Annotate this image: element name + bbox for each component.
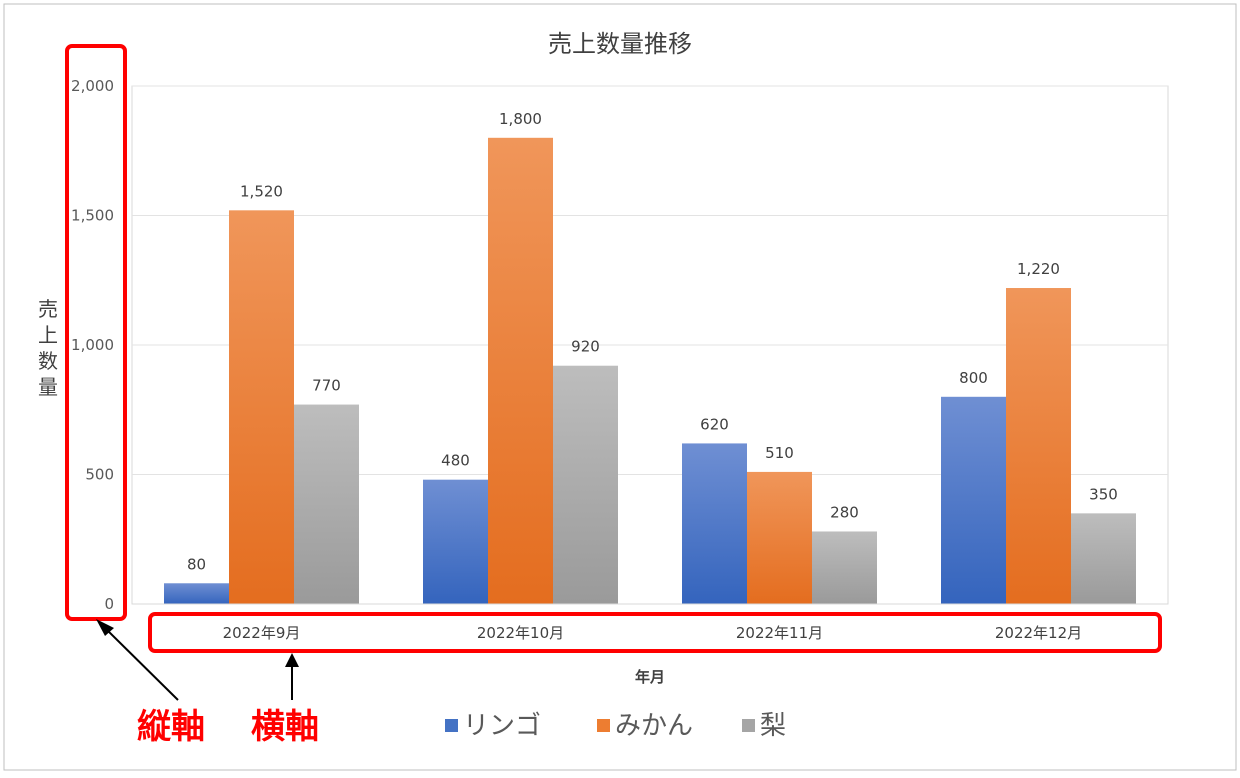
y-axis-ticks: 0 500 1,000 1,500 2,000: [71, 77, 114, 613]
y-tick-label: 2,000: [71, 77, 114, 95]
horizontal-axis-annotation: 横軸: [251, 707, 319, 747]
data-label: 920: [571, 338, 600, 356]
legend-swatch: [445, 719, 458, 732]
data-label: 770: [312, 377, 341, 395]
bar: [229, 210, 294, 604]
y-axis-title-char: 数: [38, 349, 58, 373]
data-label: 1,800: [499, 110, 542, 128]
data-label: 280: [830, 503, 859, 521]
x-axis-title: 年月: [635, 668, 665, 686]
x-tick-label: 2022年9月: [223, 624, 301, 642]
bar: [812, 531, 877, 604]
bar: [488, 137, 553, 605]
data-label: 350: [1089, 485, 1118, 503]
y-tick-label: 0: [104, 595, 114, 613]
bar: [1071, 513, 1136, 604]
y-tick-label: 1,000: [71, 336, 114, 354]
x-axis-pointer-arrowhead: [285, 653, 299, 667]
bar: [423, 479, 488, 604]
bars: [164, 137, 1136, 605]
y-axis-title-char: 量: [38, 375, 58, 399]
legend-swatch: [742, 719, 755, 732]
chart-title: 売上数量推移: [548, 30, 692, 58]
legend-label: みかん: [615, 711, 693, 741]
bar: [941, 396, 1006, 604]
data-label: 510: [765, 444, 794, 462]
y-axis-pointer-arrowhead: [96, 619, 114, 636]
bar: [747, 471, 812, 604]
data-label: 80: [187, 555, 206, 573]
legend-label: 梨: [760, 711, 786, 741]
bar: [1006, 288, 1071, 604]
y-axis-title-char: 上: [38, 323, 58, 347]
x-tick-label: 2022年12月: [995, 624, 1082, 642]
bar: [294, 404, 359, 604]
bar: [164, 583, 229, 604]
legend-swatch: [597, 719, 610, 732]
x-axis-highlight-box: [148, 612, 1162, 653]
data-label: 1,220: [1017, 260, 1060, 278]
x-tick-label: 2022年11月: [736, 624, 823, 642]
y-axis-pointer-arrow: [102, 625, 179, 701]
data-label: 480: [441, 452, 470, 470]
data-labels: 80 1,520 770 480 1,800 920 620 510 280 800 1,220 35…: [187, 110, 1118, 573]
y-axis-title-char: 売: [38, 297, 58, 321]
x-tick-label: 2022年10月: [477, 624, 564, 642]
bar: [553, 365, 618, 604]
vertical-axis-annotation: 縦軸: [137, 707, 205, 747]
bar: [682, 443, 747, 604]
legend: リンゴ みかん 梨: [445, 711, 786, 741]
x-axis-ticks: 2022年9月 2022年10月 2022年11月 2022年12月: [223, 624, 1082, 642]
y-tick-label: 1,500: [71, 207, 114, 225]
legend-label: リンゴ: [463, 711, 541, 741]
data-label: 800: [959, 369, 988, 387]
y-tick-label: 500: [85, 466, 114, 484]
data-label: 1,520: [240, 182, 283, 200]
y-axis-title: 売上数量: [38, 297, 58, 399]
data-label: 620: [700, 415, 729, 433]
